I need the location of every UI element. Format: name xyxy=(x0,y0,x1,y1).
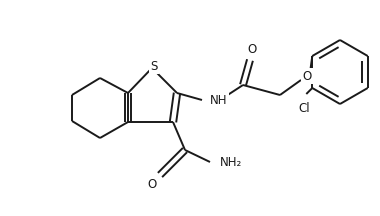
Text: O: O xyxy=(247,43,256,56)
Text: O: O xyxy=(148,178,157,191)
Text: NH₂: NH₂ xyxy=(220,156,242,168)
Text: Cl: Cl xyxy=(298,102,310,115)
Text: NH: NH xyxy=(210,94,228,106)
Text: S: S xyxy=(150,59,158,73)
Text: O: O xyxy=(302,70,312,83)
